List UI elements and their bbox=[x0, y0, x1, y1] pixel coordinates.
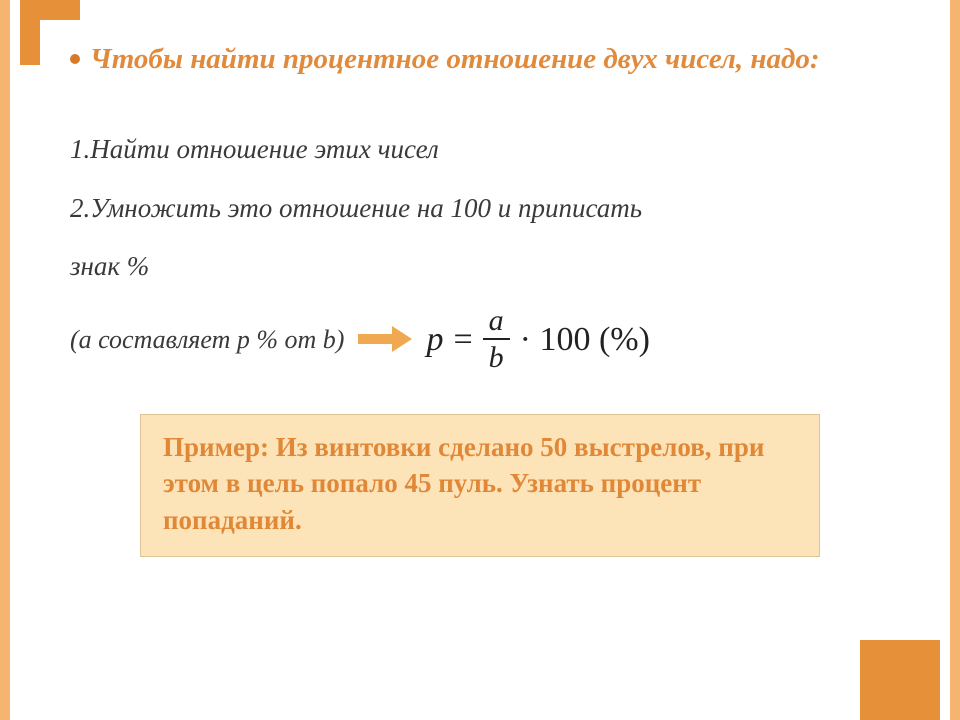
example-box: Пример: Из винтовки сделано 50 выстрелов… bbox=[140, 414, 820, 557]
bullet-icon bbox=[70, 54, 80, 64]
corner-bottom-decor bbox=[860, 640, 940, 720]
arrow-head bbox=[392, 326, 412, 352]
arrow-stem bbox=[358, 334, 392, 344]
formula-label: (a составляет p % от b) bbox=[70, 320, 344, 359]
formula-eq: = bbox=[453, 314, 472, 365]
slide: Чтобы найти процентное отношение двух чи… bbox=[0, 0, 960, 720]
corner-top-decor bbox=[20, 0, 80, 20]
step-2: 2.Умножить это отношение на 100 и припис… bbox=[70, 188, 900, 229]
formula: p = a b · 100 (%) bbox=[426, 305, 649, 374]
formula-row: (a составляет p % от b) p = a b · 100 (%… bbox=[70, 305, 900, 374]
fraction-bar bbox=[483, 338, 510, 340]
formula-numerator: a bbox=[483, 305, 510, 337]
formula-denominator: b bbox=[483, 342, 510, 374]
formula-mult: · 100 (%) bbox=[520, 314, 650, 365]
heading-text: Чтобы найти процентное отношение двух чи… bbox=[90, 40, 820, 79]
example-text: Пример: Из винтовки сделано 50 выстрелов… bbox=[163, 429, 797, 538]
step-3: знак % bbox=[70, 246, 900, 287]
step-1: 1.Найти отношение этих чисел bbox=[70, 129, 900, 170]
heading-row: Чтобы найти процентное отношение двух чи… bbox=[70, 40, 900, 79]
formula-fraction: a b bbox=[483, 305, 510, 374]
body-text: 1.Найти отношение этих чисел 2.Умножить … bbox=[70, 129, 900, 374]
formula-lhs: p bbox=[426, 314, 443, 365]
arrow-icon bbox=[358, 326, 412, 352]
